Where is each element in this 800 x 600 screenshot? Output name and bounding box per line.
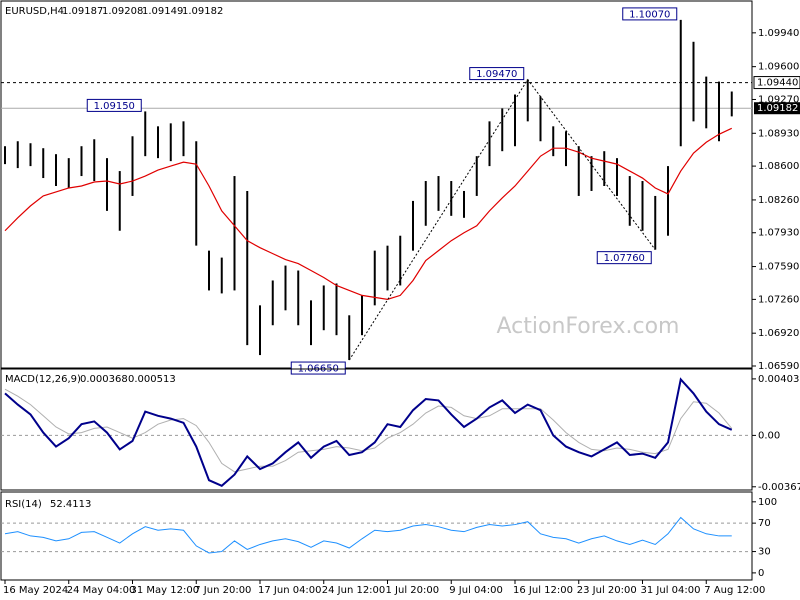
macd-line (4, 377, 733, 487)
annotation-box (622, 7, 678, 21)
y-tick-label: 1.07930 (758, 228, 799, 239)
signal-line (4, 388, 733, 473)
quote-value: 1.09149 (142, 6, 183, 17)
swing-line (348, 78, 656, 361)
annotation-box (469, 67, 525, 81)
annotation-label: 1.09150 (94, 101, 135, 112)
annotation-label: 1.10070 (629, 9, 670, 20)
x-tick-label: 23 Jul 20:00 (577, 585, 637, 596)
panel-frame (0, 368, 753, 491)
annotation-box (290, 361, 346, 375)
annotation-box (596, 251, 652, 265)
y-tick-label: 1.07260 (758, 294, 799, 305)
panel-title: MACD(12,26,9) (5, 374, 81, 385)
y-tick-label: 0.004036 (758, 374, 800, 385)
y-tick-label: 1.06920 (758, 328, 799, 339)
y-tick-label: 0.00 (758, 430, 780, 441)
chart-title: EURUSD,H4 (5, 6, 64, 17)
rsi-line (4, 516, 732, 554)
x-tick-label: 9 Jul 04:00 (449, 585, 503, 596)
quote-value: 1.09208 (102, 6, 143, 17)
y-tick-label: 0 (758, 568, 764, 579)
y-tick-label: 1.08930 (758, 128, 799, 139)
x-tick-label: 16 Jul 12:00 (513, 585, 573, 596)
y-tick-label: 1.08600 (758, 161, 799, 172)
y-tick-label: 70 (758, 518, 771, 529)
x-tick-label: 1 Jul 20:00 (386, 585, 440, 596)
y-tick-label: 1.08260 (758, 195, 799, 206)
last-price-label: 1.09182 (757, 103, 798, 114)
x-tick-label: 24 May 04:00 (67, 585, 136, 596)
y-tick-label: 1.07590 (758, 262, 799, 273)
y-tick-label: 30 (758, 547, 771, 558)
quote-value: 1.09182 (182, 6, 223, 17)
x-tick-label: 7 Jun 20:00 (194, 585, 251, 596)
x-tick-label: 24 Jun 12:00 (322, 585, 386, 596)
moving-average (4, 127, 733, 300)
y-tick-label: 1.06590 (758, 361, 799, 372)
annotation-box (86, 98, 142, 112)
readout-value: 0.000513 (128, 374, 176, 385)
y-tick-label: 1.09600 (758, 62, 799, 73)
level-label: 1.09440 (757, 78, 798, 89)
last-price-box (754, 102, 800, 115)
x-tick-label: 17 Jun 04:00 (258, 585, 322, 596)
annotation-label: 1.09470 (476, 69, 517, 80)
level-box (753, 76, 800, 90)
readout-value: 52.4113 (50, 499, 91, 510)
quote-value: 1.09187 (62, 6, 103, 17)
y-tick-label: 1.09940 (758, 28, 799, 39)
panel-frame (0, 0, 753, 369)
y-tick-label: 100 (758, 497, 777, 508)
watermark: ActionForex.com (497, 314, 680, 339)
y-tick-label: -0.00367 (758, 482, 800, 493)
y-tick-label: 1.09270 (758, 94, 799, 105)
panel-title: RSI(14) (5, 499, 42, 510)
annotation-label: 1.07760 (604, 253, 645, 264)
readout-value: 0.000368 (80, 374, 128, 385)
panel-frame (0, 491, 753, 581)
x-tick-label: 16 May 2024 (3, 585, 68, 596)
x-tick-label: 31 Jul 04:00 (641, 585, 701, 596)
x-tick-label: 7 Aug 12:00 (704, 585, 765, 596)
x-tick-label: 31 May 12:00 (131, 585, 200, 596)
